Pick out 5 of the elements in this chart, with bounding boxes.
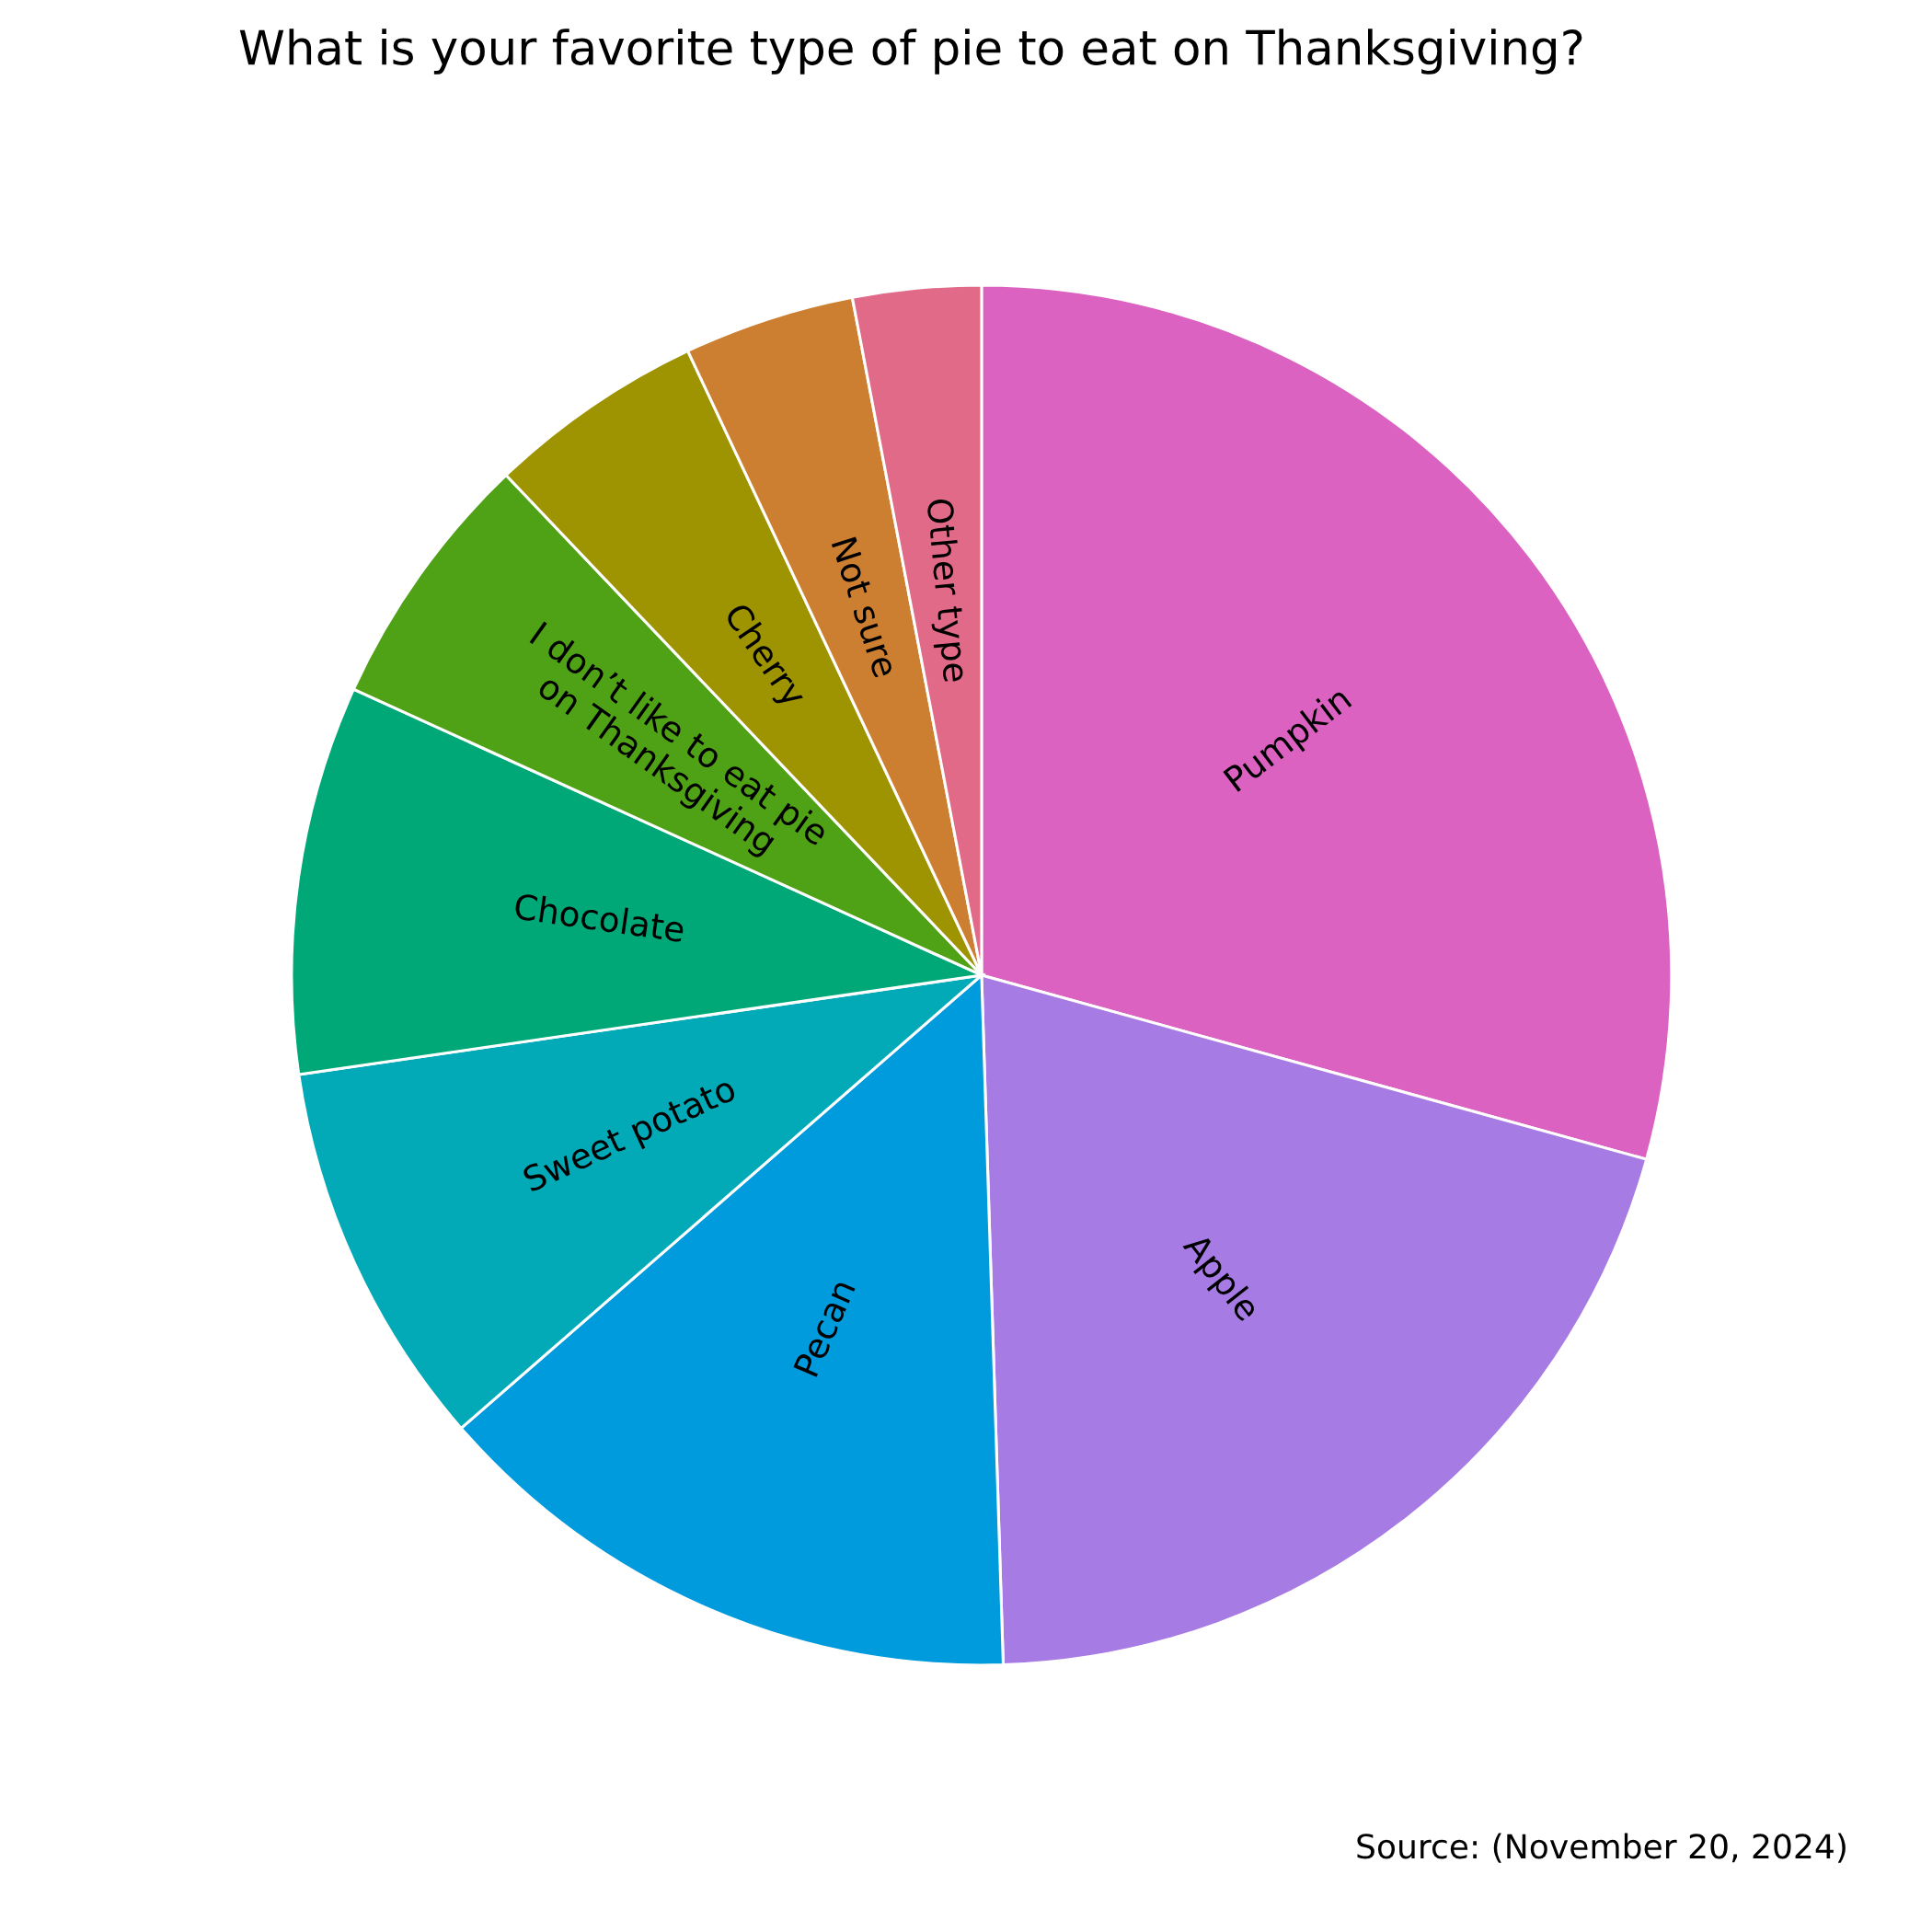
chart-title: What is your favorite type of pie to eat on Thanksgiving? [239, 29, 1582, 75]
slice-label: Not sure [831, 536, 900, 679]
slice-label: Other type [920, 498, 971, 684]
slice-label: Chocolate [513, 891, 685, 943]
source-note: Source: (November 20, 2024) [1357, 1833, 1846, 1863]
